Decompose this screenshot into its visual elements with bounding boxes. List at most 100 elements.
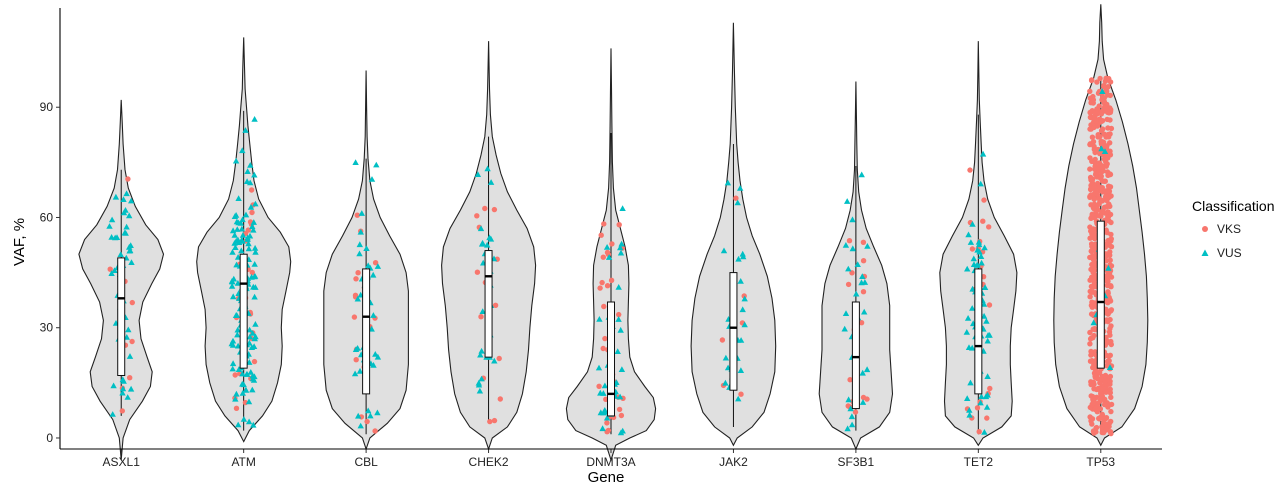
- point-vus: [244, 234, 251, 241]
- point-vus: [248, 344, 256, 350]
- point-vus: [230, 293, 237, 300]
- point-vks: [1106, 201, 1112, 207]
- point-vus: [244, 168, 251, 174]
- point-vus: [1090, 319, 1097, 326]
- point-vus: [478, 347, 485, 354]
- point-vus: [252, 248, 259, 255]
- point-vks: [1089, 421, 1095, 427]
- point-vus: [735, 395, 742, 402]
- point-vks: [849, 270, 855, 276]
- point-vks: [733, 195, 739, 201]
- point-vus: [233, 218, 241, 225]
- point-vks: [1087, 224, 1093, 230]
- point-vus: [963, 329, 970, 335]
- point-vks: [1103, 75, 1109, 82]
- point-vus: [251, 244, 259, 251]
- point-vus: [616, 393, 624, 400]
- point-vus: [970, 255, 977, 262]
- point-vks: [1098, 173, 1105, 179]
- point-vus: [251, 335, 258, 342]
- point-vks: [604, 420, 610, 426]
- point-vus: [231, 240, 238, 246]
- point-vus: [858, 171, 865, 178]
- point-vks: [984, 415, 990, 421]
- point-vks: [1099, 164, 1105, 170]
- point-vks: [119, 408, 126, 414]
- point-vks: [1099, 118, 1106, 124]
- point-vus: [246, 359, 253, 365]
- point-vus: [228, 283, 236, 289]
- point-vks: [1101, 429, 1107, 436]
- point-vus: [231, 232, 238, 238]
- point-vus: [357, 422, 364, 429]
- point-vus: [247, 369, 254, 375]
- point-vks: [487, 418, 493, 425]
- point-vks: [969, 246, 976, 252]
- point-vks: [1099, 424, 1105, 430]
- point-vks: [1104, 272, 1110, 279]
- point-vus: [619, 427, 626, 434]
- point-vks: [1107, 79, 1114, 85]
- point-vks: [1107, 109, 1114, 116]
- point-vus: [967, 239, 975, 245]
- point-vks: [355, 270, 361, 276]
- point-vks: [974, 405, 981, 411]
- point-vks: [1090, 269, 1096, 275]
- point-vks: [860, 289, 867, 295]
- point-vks: [596, 383, 602, 389]
- violin-group-chek2: [441, 41, 537, 451]
- legend-key-circle: [1202, 226, 1208, 232]
- point-vks: [372, 260, 379, 266]
- point-vus: [977, 180, 984, 187]
- point-vks: [852, 409, 859, 415]
- point-vus: [239, 231, 247, 238]
- point-vus: [737, 367, 745, 373]
- point-vus: [108, 216, 116, 223]
- legend-entry-vus: VUS: [1201, 246, 1242, 260]
- point-vks: [1107, 386, 1113, 392]
- box: [607, 301, 615, 417]
- point-vus: [249, 386, 256, 393]
- point-vus: [977, 253, 985, 259]
- point-vus: [367, 412, 374, 419]
- point-vks: [1089, 304, 1096, 310]
- point-vks: [1087, 141, 1093, 148]
- point-vus: [119, 376, 126, 383]
- point-vus: [239, 370, 246, 377]
- point-vus: [108, 270, 115, 276]
- point-vks: [353, 357, 359, 363]
- point-vks: [482, 205, 488, 212]
- point-vus: [245, 418, 253, 425]
- point-vus: [238, 225, 246, 232]
- point-vks: [1092, 171, 1099, 178]
- point-vus: [356, 241, 363, 248]
- point-vus: [242, 211, 250, 218]
- point-vus: [858, 279, 865, 286]
- point-vks: [597, 285, 603, 291]
- point-vus: [976, 241, 983, 248]
- point-vus: [358, 210, 365, 216]
- point-vks: [1100, 386, 1106, 392]
- point-vus: [981, 429, 988, 435]
- point-vks: [1089, 213, 1095, 219]
- point-vks: [129, 338, 135, 345]
- point-vus: [251, 261, 258, 267]
- point-vks: [1098, 111, 1105, 117]
- box: [117, 257, 126, 376]
- point-vks: [1092, 158, 1098, 164]
- point-vks: [601, 303, 607, 310]
- point-vks: [598, 232, 604, 238]
- point-vks: [1107, 184, 1114, 190]
- point-vks: [1104, 276, 1111, 283]
- point-vks: [1088, 77, 1095, 83]
- point-vks: [1093, 386, 1100, 393]
- point-vks: [608, 277, 615, 283]
- point-vks: [251, 358, 258, 365]
- point-vus: [113, 234, 121, 240]
- point-vks: [1087, 294, 1093, 300]
- point-vus: [978, 259, 985, 266]
- point-vks: [1096, 213, 1102, 219]
- point-vks: [1108, 219, 1114, 226]
- x-tick-label: CBL: [354, 455, 378, 469]
- point-vus: [1105, 264, 1112, 271]
